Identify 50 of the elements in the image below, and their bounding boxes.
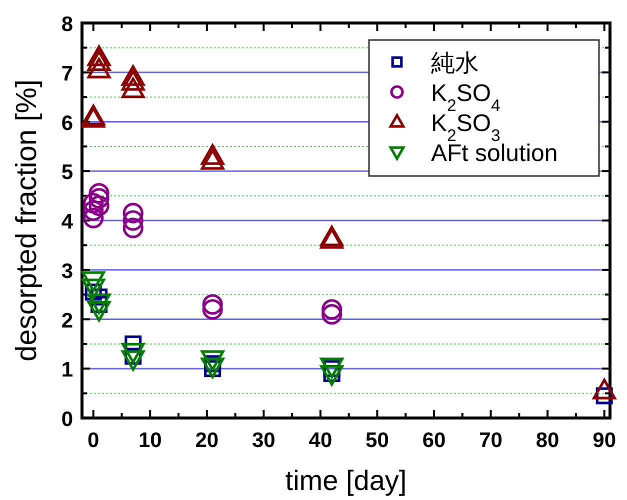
- x-tick-label: 70: [479, 429, 502, 452]
- x-axis-title: time [day]: [285, 465, 407, 496]
- x-tick-label: 60: [422, 429, 446, 452]
- point: [122, 202, 144, 224]
- point: [87, 300, 111, 322]
- point: [83, 192, 104, 214]
- y-tick-label: 8: [61, 13, 74, 36]
- y-tick-label: 6: [61, 112, 73, 135]
- point: [322, 304, 342, 325]
- point: [121, 78, 145, 98]
- legend-label: 純水: [431, 50, 479, 77]
- y-tick-label: 4: [61, 210, 74, 234]
- x-tick-label: 30: [252, 429, 276, 452]
- point: [87, 293, 111, 314]
- point: [83, 200, 104, 221]
- y-tick-label: 0: [61, 408, 73, 431]
- x-tick-label: 80: [536, 429, 560, 452]
- point: [200, 358, 224, 378]
- point: [202, 299, 223, 320]
- x-tick-label: 10: [138, 429, 162, 452]
- x-tick-label: 50: [366, 429, 389, 452]
- y-tick-label: 5: [61, 161, 74, 184]
- point: [87, 50, 111, 71]
- point: [121, 65, 145, 86]
- point: [322, 299, 342, 320]
- point: [88, 195, 110, 216]
- x-tick-label: 0: [88, 429, 100, 452]
- y-tick-label: 2: [61, 309, 73, 332]
- point: [121, 342, 145, 364]
- point: [87, 58, 111, 78]
- point: [121, 350, 145, 371]
- x-tick-label: 90: [592, 429, 616, 452]
- point: [87, 45, 111, 66]
- y-tick-label: 7: [61, 62, 73, 86]
- point: [83, 208, 104, 228]
- point: [200, 144, 224, 165]
- point: [88, 183, 110, 204]
- y-tick-label: 1: [61, 358, 74, 382]
- point: [122, 210, 144, 231]
- point: [202, 294, 223, 315]
- point: [200, 149, 224, 170]
- x-tick-label: 20: [195, 429, 219, 452]
- y-axis-title: desorpted fraction [%]: [11, 79, 43, 362]
- x-tick-label: 40: [308, 429, 332, 452]
- y-tick-label: 3: [61, 260, 73, 283]
- point: [88, 188, 110, 209]
- point: [320, 365, 344, 386]
- point: [121, 70, 145, 91]
- point: [122, 218, 144, 238]
- point: [200, 350, 224, 371]
